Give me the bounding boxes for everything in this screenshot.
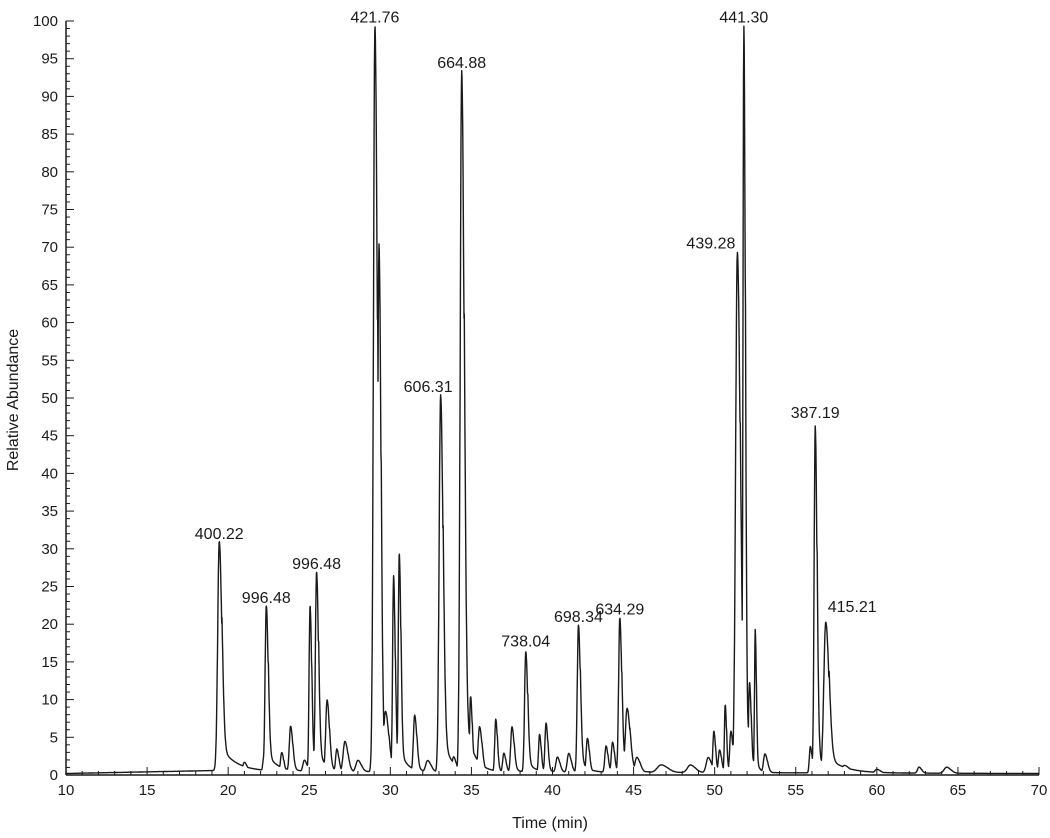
x-tick-label: 15: [139, 782, 156, 799]
x-tick-label: 35: [463, 782, 480, 799]
peak-label: 441.30: [719, 10, 768, 27]
y-tick-label: 75: [41, 202, 58, 219]
x-tick-label: 25: [301, 782, 318, 799]
y-tick-label: 35: [41, 503, 58, 520]
y-tick-label: 25: [41, 579, 58, 596]
y-tick-label: 30: [41, 541, 58, 558]
y-tick-label: 20: [41, 616, 58, 633]
y-tick-label: 85: [41, 126, 58, 143]
y-tick-label: 55: [41, 352, 58, 369]
x-axis-ticks: 10 15 20 25 30 35 40 45 50 55 60 65 70: [58, 767, 1048, 799]
peak-label: 698.34: [554, 609, 603, 626]
peak-label: 996.48: [242, 590, 291, 607]
peak-label: 421.76: [350, 10, 399, 27]
peak-label: 400.22: [195, 526, 244, 543]
y-tick-label: 95: [41, 51, 58, 68]
y-axis-title: Relative Abundance: [5, 329, 22, 471]
chromatogram-trace: [65, 25, 1040, 775]
peak-label: 439.28: [686, 236, 735, 253]
y-tick-label: 45: [41, 428, 58, 445]
x-tick-label: 40: [544, 782, 561, 799]
y-tick-label: 60: [41, 315, 58, 332]
y-tick-label: 15: [41, 654, 58, 671]
x-tick-label: 10: [58, 782, 75, 799]
y-tick-label: 0: [50, 767, 58, 784]
peak-label: 634.29: [595, 601, 644, 618]
x-tick-label: 50: [706, 782, 723, 799]
x-tick-label: 65: [950, 782, 967, 799]
y-tick-label: 80: [41, 164, 58, 181]
x-axis-title: Time (min): [512, 815, 588, 832]
peak-label: 606.31: [404, 379, 453, 396]
y-tick-label: 40: [41, 465, 58, 482]
x-tick-label: 45: [625, 782, 642, 799]
y-tick-label: 70: [41, 239, 58, 256]
x-tick-label: 20: [220, 782, 237, 799]
y-axis-ticks: 0 5 10 15 20 25 30 35 40 45 50 55 60 65 70 75 80 85 90 95 10…: [33, 13, 74, 784]
peak-label: 664.88: [437, 55, 486, 72]
peak-label: 738.04: [501, 633, 550, 650]
x-tick-label: 30: [382, 782, 399, 799]
x-tick-label: 70: [1031, 782, 1048, 799]
y-tick-label: 50: [41, 390, 58, 407]
peak-label: 415.21: [828, 599, 877, 616]
y-tick-label: 90: [41, 88, 58, 105]
peak-label: 387.19: [791, 405, 840, 422]
y-tick-label: 100: [33, 13, 58, 30]
peak-label: 996.48: [292, 556, 341, 573]
x-tick-label: 55: [787, 782, 804, 799]
y-tick-label: 65: [41, 277, 58, 294]
y-tick-label: 10: [41, 692, 58, 709]
x-tick-label: 60: [868, 782, 885, 799]
y-tick-label: 5: [50, 729, 58, 746]
